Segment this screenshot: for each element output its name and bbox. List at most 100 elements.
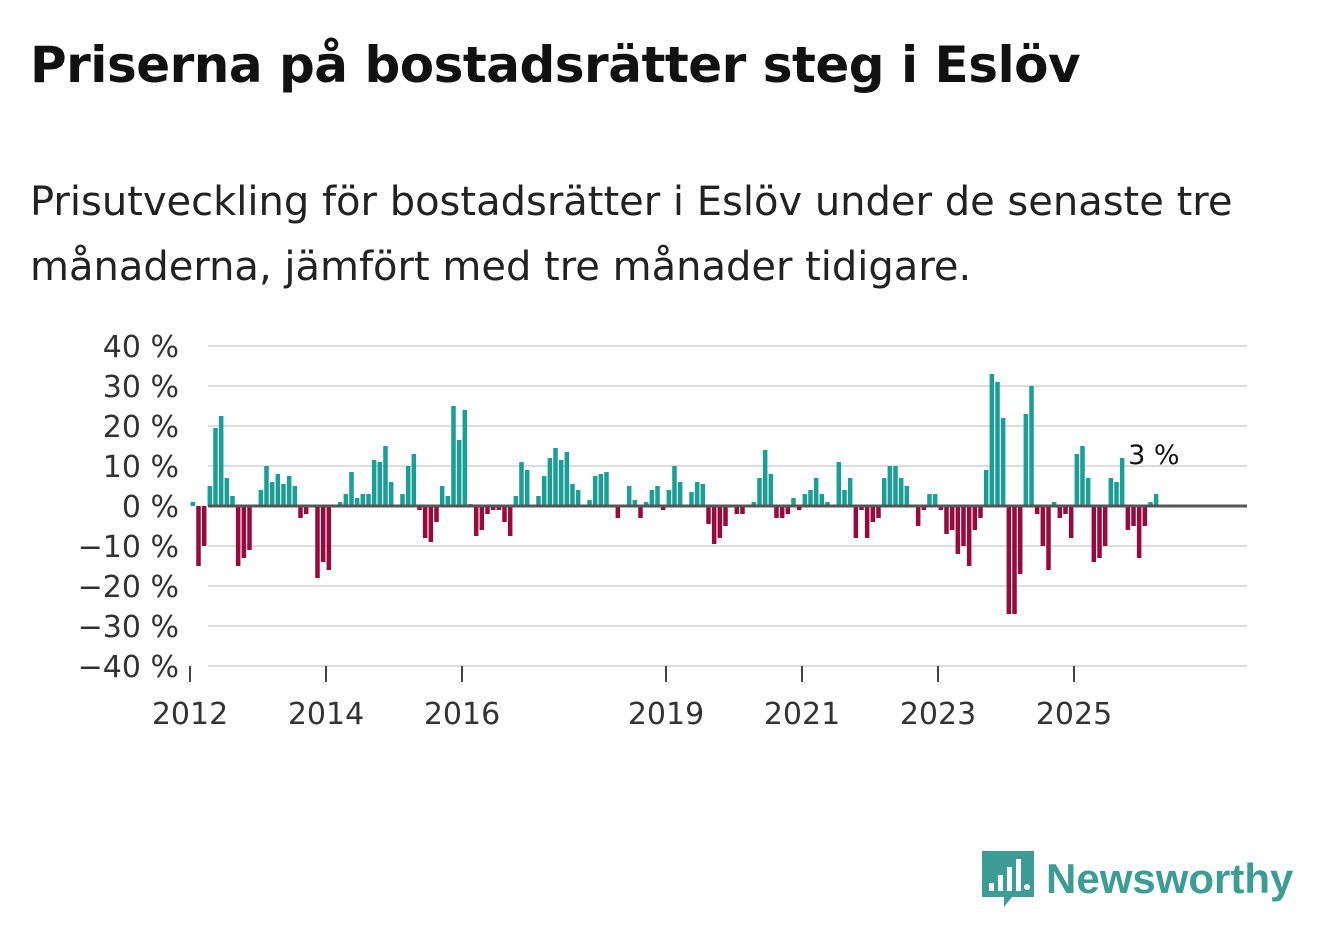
bar bbox=[853, 506, 859, 538]
bar bbox=[524, 470, 530, 506]
bar bbox=[717, 506, 723, 538]
bar bbox=[422, 506, 428, 538]
bar bbox=[1068, 506, 1074, 538]
bar bbox=[343, 494, 349, 506]
bar bbox=[604, 472, 609, 506]
bar bbox=[241, 506, 247, 558]
y-tick-label: 20 % bbox=[103, 410, 179, 445]
bar bbox=[298, 506, 303, 518]
bar bbox=[598, 474, 604, 506]
bar bbox=[1091, 506, 1097, 562]
bar bbox=[371, 460, 377, 506]
bar bbox=[1125, 506, 1131, 530]
bar bbox=[349, 472, 354, 506]
bar bbox=[978, 506, 983, 518]
bar bbox=[808, 490, 813, 506]
bar bbox=[473, 506, 479, 536]
bar bbox=[218, 416, 224, 506]
bar bbox=[785, 506, 791, 514]
y-tick-label: −40 % bbox=[78, 650, 179, 685]
bar bbox=[303, 506, 309, 514]
x-tick-label: 2014 bbox=[288, 697, 364, 732]
bar bbox=[354, 498, 360, 506]
bar bbox=[513, 496, 519, 506]
bar bbox=[292, 486, 298, 506]
bar bbox=[864, 506, 870, 538]
bar bbox=[1012, 506, 1017, 614]
bar bbox=[366, 494, 371, 506]
bar-chart-speech-bubble-icon bbox=[982, 851, 1034, 907]
bar bbox=[1085, 478, 1091, 506]
bar bbox=[235, 506, 241, 566]
bar bbox=[575, 490, 581, 506]
y-axis: 40 % 30 % 20 % 10 % 0 % −10 % −20 % −30 % −40 % bbox=[78, 330, 179, 685]
bar bbox=[666, 490, 672, 506]
bar bbox=[1040, 506, 1046, 546]
bar bbox=[774, 506, 779, 518]
bar bbox=[711, 506, 717, 544]
y-tick-label: −30 % bbox=[78, 610, 179, 645]
bar bbox=[281, 484, 286, 506]
bar bbox=[570, 484, 575, 506]
bar bbox=[1119, 458, 1125, 506]
x-tick-label: 2016 bbox=[424, 697, 500, 732]
bar bbox=[762, 450, 768, 506]
bar bbox=[983, 470, 989, 506]
bar bbox=[1046, 506, 1051, 570]
bar bbox=[1080, 446, 1085, 506]
bar bbox=[519, 462, 524, 506]
bar bbox=[972, 506, 978, 530]
bar bbox=[400, 494, 405, 506]
bar bbox=[411, 454, 417, 506]
bar bbox=[700, 484, 706, 506]
bar bbox=[796, 506, 802, 510]
y-tick-label: 30 % bbox=[103, 370, 179, 405]
bar bbox=[564, 452, 570, 506]
bar bbox=[224, 478, 230, 506]
y-tick-label: 40 % bbox=[103, 330, 179, 365]
bar bbox=[949, 506, 955, 530]
bar bbox=[547, 458, 553, 506]
annotation-layer: 3 % bbox=[1128, 440, 1179, 471]
bar bbox=[507, 506, 513, 536]
bar bbox=[881, 478, 887, 506]
bar bbox=[649, 490, 655, 506]
bar bbox=[802, 494, 808, 506]
bar bbox=[275, 474, 281, 506]
bar bbox=[456, 440, 462, 506]
bar bbox=[989, 374, 995, 506]
bar bbox=[536, 496, 541, 506]
bar bbox=[383, 446, 388, 506]
bar bbox=[626, 486, 632, 506]
bar bbox=[723, 506, 728, 526]
bar bbox=[439, 486, 445, 506]
bar bbox=[966, 506, 972, 566]
x-tick-label: 2021 bbox=[764, 697, 840, 732]
page-subtitle: Prisutveckling för bostadsrätter i Eslöv… bbox=[30, 179, 1233, 290]
bar bbox=[961, 506, 966, 546]
bar bbox=[1051, 502, 1057, 506]
bar bbox=[757, 478, 762, 506]
bar bbox=[904, 486, 910, 506]
bar bbox=[428, 506, 434, 542]
bar bbox=[230, 496, 235, 506]
bar bbox=[445, 496, 451, 506]
bar bbox=[326, 506, 332, 570]
bar bbox=[955, 506, 961, 554]
bar bbox=[496, 506, 502, 510]
bar bbox=[1074, 454, 1080, 506]
x-axis: 2012 2014 2016 2019 2021 2023 2025 bbox=[152, 665, 1247, 732]
bar bbox=[434, 506, 439, 522]
bar bbox=[479, 506, 485, 530]
bar bbox=[258, 490, 264, 506]
bar bbox=[944, 506, 949, 534]
bar bbox=[1102, 506, 1108, 546]
bar bbox=[779, 506, 785, 518]
bar bbox=[876, 506, 881, 518]
bar bbox=[1114, 482, 1119, 506]
bar bbox=[502, 506, 507, 522]
y-tick-label: −10 % bbox=[78, 530, 179, 565]
bar bbox=[587, 500, 592, 506]
bar bbox=[462, 410, 468, 506]
bar bbox=[485, 506, 490, 514]
